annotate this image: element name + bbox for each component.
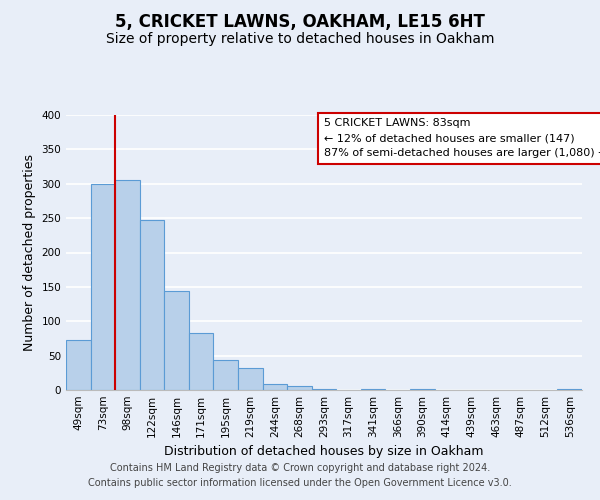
Bar xyxy=(164,291,189,390)
Bar xyxy=(189,333,214,390)
X-axis label: Distribution of detached houses by size in Oakham: Distribution of detached houses by size … xyxy=(164,446,484,458)
Bar xyxy=(287,386,312,390)
Bar xyxy=(214,360,238,390)
Text: 5 CRICKET LAWNS: 83sqm
← 12% of detached houses are smaller (147)
87% of semi-de: 5 CRICKET LAWNS: 83sqm ← 12% of detached… xyxy=(324,118,600,158)
Bar xyxy=(115,180,140,390)
Bar xyxy=(312,388,336,390)
Bar xyxy=(140,220,164,390)
Bar xyxy=(238,368,263,390)
Bar xyxy=(263,384,287,390)
Bar xyxy=(361,388,385,390)
Text: Size of property relative to detached houses in Oakham: Size of property relative to detached ho… xyxy=(106,32,494,46)
Text: Contains HM Land Registry data © Crown copyright and database right 2024.
Contai: Contains HM Land Registry data © Crown c… xyxy=(88,462,512,487)
Bar xyxy=(557,388,582,390)
Text: 5, CRICKET LAWNS, OAKHAM, LE15 6HT: 5, CRICKET LAWNS, OAKHAM, LE15 6HT xyxy=(115,12,485,30)
Bar xyxy=(410,388,434,390)
Bar xyxy=(91,184,115,390)
Bar xyxy=(66,340,91,390)
Y-axis label: Number of detached properties: Number of detached properties xyxy=(23,154,36,351)
